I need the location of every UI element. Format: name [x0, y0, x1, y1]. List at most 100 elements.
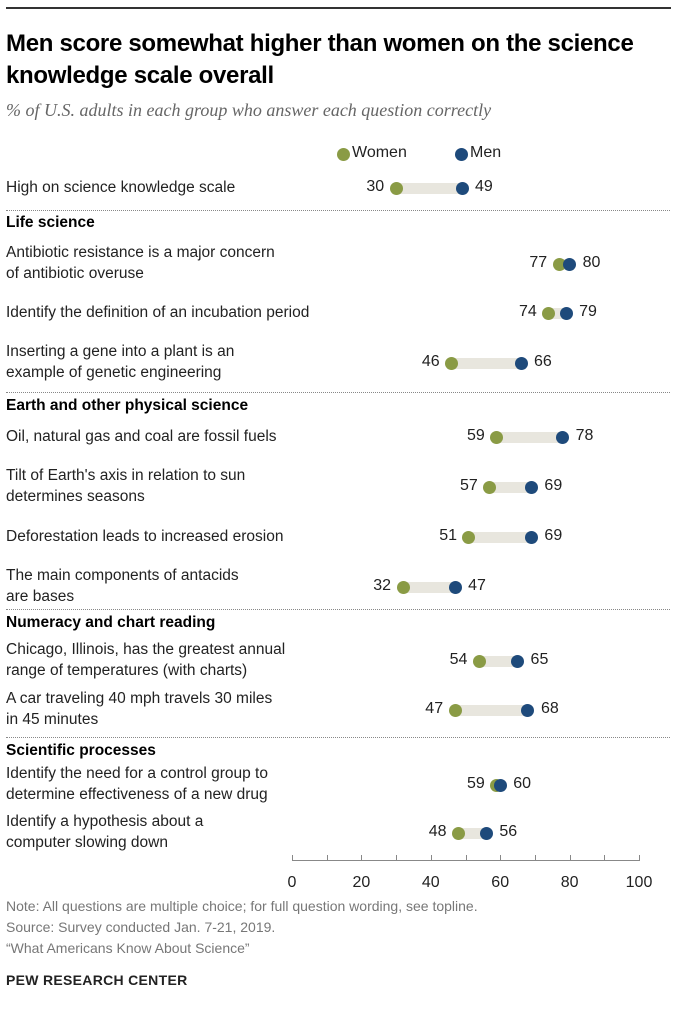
range-bar — [455, 705, 528, 716]
women-dot — [490, 430, 504, 444]
row-label: Identify a hypothesis about a computer s… — [6, 813, 204, 851]
range-bar — [396, 183, 463, 194]
row-label: Tilt of Earth's axis in relation to sun … — [6, 467, 246, 505]
men-dot — [563, 257, 577, 271]
women-value-label: 74 — [518, 303, 537, 320]
women-dot — [452, 826, 466, 840]
section-divider — [6, 392, 670, 393]
note-text: Note: All questions are multiple choice;… — [6, 898, 478, 914]
men-value-label: 69 — [544, 527, 563, 544]
range-bar — [451, 358, 521, 369]
section-divider — [6, 210, 670, 211]
x-axis-tick — [396, 855, 398, 861]
legend-men-marker — [455, 148, 468, 161]
x-tick-label: 60 — [491, 874, 510, 891]
men-dot — [524, 530, 538, 544]
men-value-label: 60 — [513, 775, 531, 792]
row-label: Oil, natural gas and coal are fossil fue… — [6, 428, 277, 445]
x-tick-label: 20 — [352, 874, 371, 891]
men-value-label: 66 — [534, 353, 552, 370]
men-dot — [448, 580, 462, 594]
women-value-label: 30 — [366, 178, 385, 195]
women-value-label: 77 — [529, 254, 548, 271]
women-dot — [483, 480, 497, 494]
women-dot — [462, 530, 476, 544]
men-dot — [556, 430, 570, 444]
men-value-label: 78 — [575, 427, 594, 444]
women-value-label: 47 — [425, 700, 444, 717]
section-divider — [6, 609, 670, 610]
women-value-label: 59 — [466, 775, 485, 792]
chart-subtitle: % of U.S. adults in each group who answe… — [6, 100, 492, 120]
women-value-label: 59 — [466, 427, 485, 444]
men-dot — [511, 654, 525, 668]
x-axis-tick — [639, 855, 640, 861]
x-axis-tick — [534, 855, 536, 861]
men-value-label: 47 — [468, 577, 486, 594]
x-axis-tick — [292, 855, 293, 861]
women-dot — [472, 654, 486, 668]
women-value-label: 48 — [428, 823, 447, 840]
x-axis-tick — [604, 855, 606, 861]
men-dot — [521, 703, 535, 717]
category-heading: Scientific processes — [6, 742, 156, 759]
x-tick-label: 100 — [625, 874, 653, 891]
x-axis-tick — [569, 855, 571, 861]
range-bar — [479, 656, 518, 667]
row-label: The main components of antacids are base… — [6, 567, 239, 605]
women-value-label: 57 — [460, 477, 478, 494]
row-label: Antibiotic resistance is a major concern… — [6, 244, 275, 282]
x-axis-tick — [430, 855, 432, 861]
top-rule — [6, 7, 671, 9]
row-label: High on science knowledge scale — [6, 179, 236, 196]
x-tick-label: 0 — [287, 874, 297, 891]
legend-women-marker — [337, 148, 350, 161]
x-tick-label: 40 — [421, 874, 440, 891]
range-bar — [489, 482, 532, 493]
x-axis-tick — [361, 855, 363, 861]
range-bar — [468, 532, 532, 543]
row-label: A car traveling 40 mph travels 30 miles … — [6, 690, 273, 728]
legend-women-label: Women — [352, 144, 407, 161]
pew-logo-text: PEW RESEARCH CENTER — [6, 972, 188, 988]
category-heading: Life science — [6, 214, 95, 231]
row-label: Identify the definition of an incubation… — [6, 304, 310, 321]
men-dot — [455, 181, 469, 195]
women-dot — [542, 306, 556, 320]
range-bar — [458, 828, 487, 839]
row-label: Chicago, Illinois, has the greatest annu… — [6, 641, 286, 679]
legend-men-label: Men — [470, 144, 502, 161]
report-title: “What Americans Know About Science” — [6, 940, 250, 956]
x-axis-tick — [500, 855, 502, 861]
men-value-label: 80 — [582, 254, 601, 271]
women-dot — [448, 703, 462, 717]
women-dot — [396, 580, 410, 594]
section-divider — [6, 737, 670, 738]
women-value-label: 51 — [439, 527, 457, 544]
men-dot — [514, 356, 528, 370]
chart-title: Men score somewhat higher than women on … — [6, 30, 634, 89]
source-text: Source: Survey conducted Jan. 7-21, 2019… — [6, 919, 276, 935]
men-dot — [479, 826, 493, 840]
range-bar — [403, 582, 456, 593]
men-value-label: 69 — [544, 477, 563, 494]
x-tick-label: 80 — [560, 874, 579, 891]
category-heading: Earth and other physical science — [6, 397, 249, 414]
women-dot — [552, 257, 566, 271]
men-value-label: 56 — [499, 823, 518, 840]
row-label: Inserting a gene into a plant is an exam… — [6, 343, 235, 381]
x-axis-tick — [326, 855, 328, 861]
men-value-label: 65 — [530, 651, 549, 668]
row-label: Deforestation leads to increased erosion — [6, 528, 284, 545]
women-value-label: 32 — [373, 577, 392, 594]
women-dot — [445, 356, 459, 370]
range-bar — [548, 308, 567, 319]
men-dot — [493, 778, 507, 792]
men-value-label: 68 — [540, 700, 559, 717]
women-dot — [389, 181, 403, 195]
category-heading: Numeracy and chart reading — [6, 614, 216, 631]
women-value-label: 54 — [449, 651, 468, 668]
men-dot — [559, 306, 573, 320]
men-value-label: 49 — [475, 178, 493, 195]
